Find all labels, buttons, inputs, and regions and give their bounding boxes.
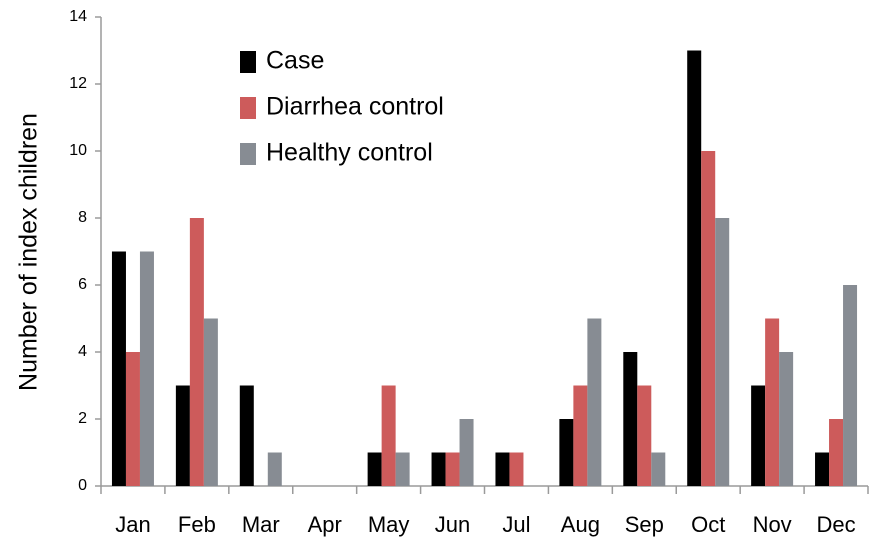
bar	[843, 285, 858, 486]
bar	[367, 452, 382, 486]
bar	[395, 452, 410, 486]
x-tick-label: Nov	[753, 512, 792, 537]
bar	[459, 419, 474, 486]
bar	[239, 385, 254, 486]
bar	[687, 50, 702, 486]
y-tick-label: 0	[78, 477, 87, 494]
bar	[715, 218, 730, 486]
bar	[701, 151, 716, 486]
bar	[125, 352, 140, 486]
legend-label: Diarrhea control	[266, 93, 444, 121]
y-tick-label: 8	[78, 209, 87, 226]
bar	[267, 452, 282, 486]
x-tick-label: Sep	[625, 512, 664, 537]
bar	[829, 419, 844, 486]
bar	[139, 251, 154, 486]
y-tick-label: 10	[69, 142, 87, 159]
y-tick-label: 6	[78, 276, 87, 293]
bar	[495, 452, 510, 486]
bar	[381, 385, 396, 486]
bar	[559, 419, 574, 486]
bar	[175, 385, 190, 486]
bar	[445, 452, 460, 486]
bar	[587, 318, 602, 486]
legend-label: Healthy control	[266, 139, 433, 167]
bar	[779, 352, 794, 486]
legend-swatch	[240, 97, 256, 119]
x-tick-label: May	[368, 512, 410, 537]
bar	[815, 452, 830, 486]
bar	[431, 452, 446, 486]
legend-swatch	[240, 51, 256, 73]
bar	[203, 318, 218, 486]
x-tick-label: Jun	[435, 512, 470, 537]
y-axis-label: Number of index children	[15, 113, 43, 391]
bar	[765, 318, 780, 486]
x-tick-label: Feb	[178, 512, 216, 537]
y-tick-label: 12	[69, 75, 87, 92]
bar	[637, 385, 652, 486]
x-tick-label: Dec	[816, 512, 855, 537]
legend-swatch	[240, 143, 256, 165]
bar	[651, 452, 666, 486]
legend-label: Case	[266, 47, 324, 75]
bar	[623, 352, 638, 486]
bar	[189, 218, 204, 486]
y-tick-label: 2	[78, 410, 87, 427]
x-tick-label: Mar	[242, 512, 280, 537]
y-tick-label: 14	[69, 8, 87, 25]
x-tick-label: Oct	[691, 512, 725, 537]
x-tick-label: Aug	[561, 512, 600, 537]
bar	[573, 385, 588, 486]
x-tick-label: Apr	[308, 512, 342, 537]
x-tick-label: Jul	[502, 512, 530, 537]
bar	[751, 385, 766, 486]
y-tick-label: 4	[78, 343, 87, 360]
x-tick-label: Jan	[115, 512, 150, 537]
bar	[111, 251, 126, 486]
bar	[509, 452, 524, 486]
